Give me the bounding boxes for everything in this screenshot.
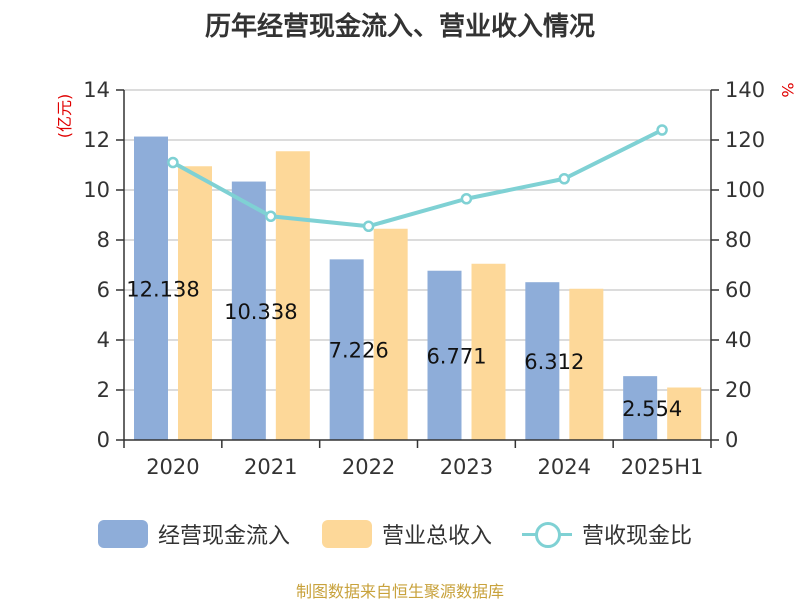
y2-tick-label: 100 [725,178,765,202]
bar-revenue [471,263,506,440]
bar-cash [525,282,560,440]
legend-label-ratio: 营收现金比 [582,524,693,549]
legend-label-revenue: 营业总收入 [382,524,493,549]
y-tick-label: 14 [83,78,110,102]
ratio-point [265,210,277,222]
ratio-point [167,156,179,169]
y2-tick-label: 20 [725,378,752,402]
y2-tick-label: 60 [725,278,752,302]
bar-revenue [178,166,212,440]
y-tick-label: 4 [97,328,110,352]
bar-data-label: 6.771 [426,344,486,368]
legend-label-cash: 经营现金流入 [158,524,291,549]
legend: 经营现金流入 营业总收入 营收现金比 [0,514,800,554]
legend-item-ratio[interactable]: 营收现金比 [522,514,692,554]
source-note: 制图数据来自恒生聚源数据库 [295,582,504,601]
y-tick-label: 10 [83,178,110,202]
data-labels: 12.138 10.338 7.226 6.771 6.312 2.554 [126,277,682,421]
x-tick-label: 2023 [440,455,493,479]
legend-swatch-ratio [522,520,572,548]
bar-revenue [275,151,310,440]
y-tick-label: 2 [97,378,110,402]
ratio-point [460,193,473,205]
grid-lines [124,89,711,391]
y2-tick-label: 40 [725,328,752,352]
bar-data-label: 12.138 [126,277,199,301]
y-tick-label: 12 [83,128,110,152]
bar-data-label: 7.226 [329,339,389,363]
legend-item-cash[interactable]: 经营现金流入 [98,514,290,554]
bar-revenue [373,228,408,440]
ratio-point [656,124,668,136]
y-tick-label: 0 [97,428,110,452]
ratio-line [167,124,668,232]
bar-cash [329,259,364,440]
y2-axis-unit: % [778,82,797,97]
legend-swatch-cash [98,520,148,548]
chart-title: 历年经营现金流入、营业收入情况 [204,12,595,42]
x-tick-label: 2024 [538,455,591,479]
legend-item-revenue[interactable]: 营业总收入 [322,514,492,554]
y2-tick-label: 0 [725,428,738,452]
x-tick-label: 2022 [342,455,395,479]
bar-cash [427,270,462,440]
bar-data-label: 10.338 [224,300,297,324]
ratio-point [362,220,375,232]
y-axis-unit: (亿元) [55,94,74,139]
bar-cash [623,376,658,440]
ratio-line-path [171,128,663,229]
legend-swatch-revenue [322,520,372,548]
x-tick-label: 2025H1 [621,455,704,479]
bar-cash [134,136,168,441]
bar-revenue [569,288,604,440]
bar-revenue [667,387,702,440]
x-tick-label: 2020 [146,455,199,479]
bar-data-label: 2.554 [622,397,682,421]
y-tick-label: 6 [97,278,110,302]
bars [134,136,702,441]
bar-cash [231,181,266,441]
y-tick-label: 8 [97,228,110,252]
x-tick-label: 2021 [244,455,297,479]
y2-tick-label: 140 [725,78,765,102]
y2-tick-label: 80 [725,228,752,252]
bar-data-label: 6.312 [524,350,584,374]
y2-tick-label: 120 [725,128,765,152]
ratio-point [558,173,570,185]
